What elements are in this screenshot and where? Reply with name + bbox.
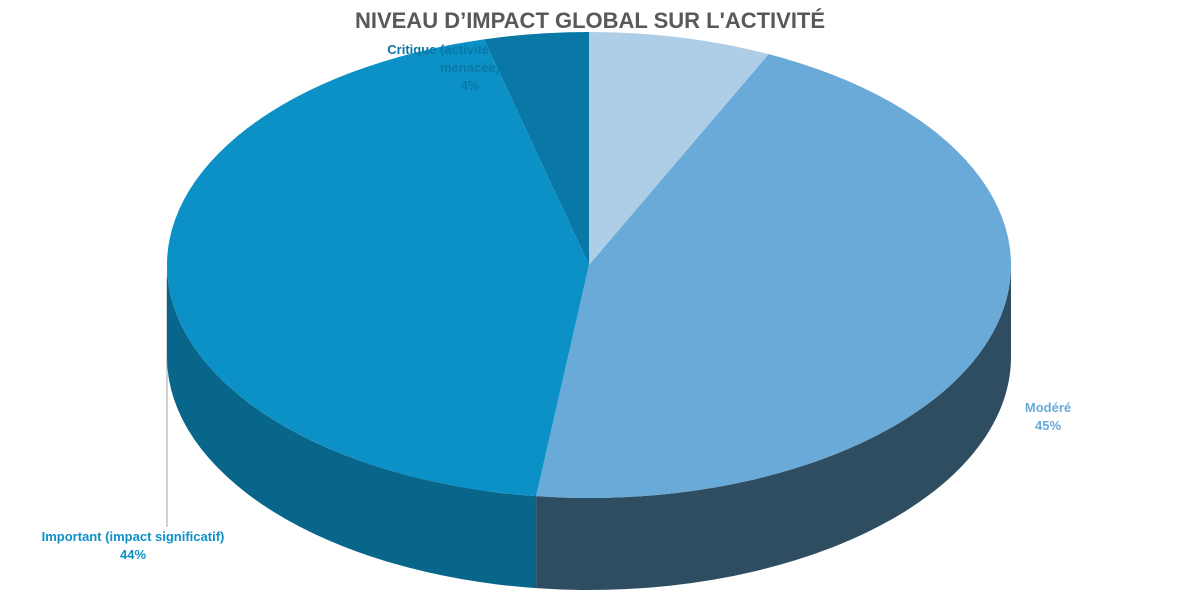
- label-category: Important (impact significatif): [41, 529, 225, 544]
- label-value: 4%: [460, 78, 480, 93]
- slice-side: [167, 265, 537, 589]
- label-category: Faible: [681, 63, 719, 78]
- slice: [536, 54, 1011, 499]
- label-value: 7%: [690, 81, 710, 96]
- chart-title: NIVEAU D’IMPACT GLOBAL SUR L'ACTIVITÉ: [354, 8, 826, 33]
- slice: [484, 32, 589, 265]
- data-label: Modéré 45%: [998, 399, 1098, 435]
- data-label: Critique (activité fortement menacée) 4%: [360, 41, 580, 95]
- data-label: Faible 7%: [650, 62, 750, 98]
- label-value: 44%: [119, 547, 147, 562]
- slice: [167, 39, 589, 497]
- label-value: 45%: [1034, 418, 1062, 433]
- label-category: Modéré: [1024, 400, 1072, 415]
- slice-side: [536, 265, 1011, 590]
- label-category: Critique (activité fortement menacée): [387, 42, 553, 75]
- slice: [589, 32, 769, 265]
- data-label: Important (impact significatif) 44%: [13, 528, 253, 564]
